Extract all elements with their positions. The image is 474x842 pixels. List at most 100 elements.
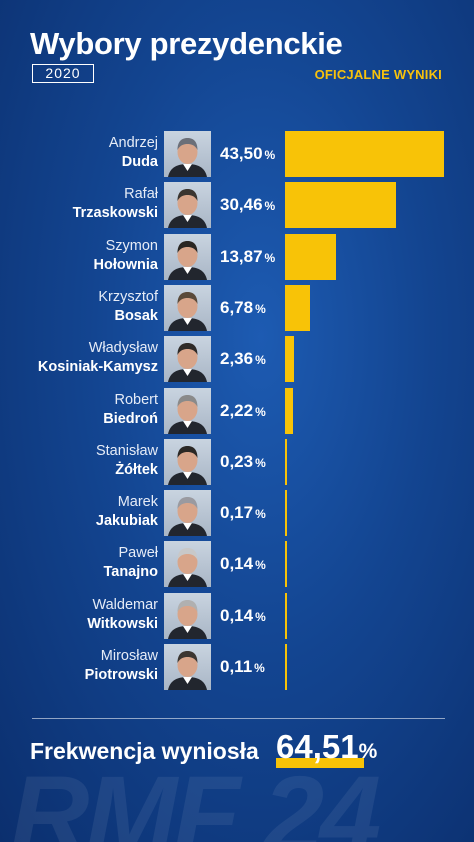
percent-unit: % (255, 609, 266, 624)
candidate-row: Mirosław Piotrowski 0,11% (0, 644, 474, 690)
candidate-last-name: Witkowski (87, 615, 158, 632)
candidate-first-name: Andrzej (108, 135, 158, 151)
candidate-row: Waldemar Witkowski 0,14% (0, 592, 474, 639)
result-bar (285, 233, 336, 280)
candidate-name: Rafał Trzaskowski (73, 185, 158, 223)
result-bar (285, 644, 287, 690)
result-bar (285, 182, 397, 229)
candidate-photo (164, 233, 211, 280)
divider (32, 718, 445, 719)
percent-unit: % (255, 353, 266, 368)
percent-unit: % (255, 404, 266, 419)
candidate-photo (164, 387, 211, 434)
candidate-percent: 0,11% (220, 657, 265, 677)
result-bar (285, 387, 294, 434)
percent-value: 0,14 (220, 554, 254, 574)
year-badge: 2020 (32, 64, 94, 83)
candidate-last-name: Trzaskowski (72, 205, 158, 222)
candidate-last-name: Kosiniak-Kamysz (37, 359, 158, 376)
candidate-row: Paweł Tanajno 0,14% (0, 541, 474, 588)
percent-value: 2,22 (220, 400, 254, 420)
candidate-last-name: Jakubiak (95, 513, 158, 530)
candidate-percent: 13,87% (220, 247, 275, 267)
candidate-row: Andrzej Duda 43,50% (0, 131, 474, 177)
percent-unit: % (255, 301, 266, 316)
candidate-photo (164, 284, 211, 331)
result-bar (285, 131, 444, 177)
percent-value: 2,36 (220, 349, 254, 369)
candidate-percent: 2,36% (220, 349, 266, 369)
result-bar (285, 490, 287, 537)
percent-value: 0,11 (220, 657, 253, 676)
candidate-name: Władysław Kosiniak-Kamysz (38, 339, 158, 377)
candidate-first-name: Krzysztof (98, 288, 158, 305)
candidate-photo (164, 336, 211, 383)
candidate-first-name: Marek (117, 494, 158, 511)
candidate-name: Paweł Tanajno (103, 544, 158, 582)
percent-value: 0,14 (220, 605, 254, 625)
candidate-first-name: Rafał (124, 186, 158, 203)
candidate-name: Robert Biedroń (103, 391, 158, 429)
candidate-first-name: Robert (114, 391, 158, 408)
percent-unit: % (255, 558, 266, 573)
candidate-row: Krzysztof Bosak 6,78% (0, 284, 474, 331)
candidate-last-name: Piotrowski (84, 667, 158, 683)
results-chart: Andrzej Duda 43,50% Rafał Trzaskowski 30,46% S… (0, 131, 474, 690)
result-bar (285, 284, 310, 331)
candidate-photo (164, 490, 211, 537)
candidate-percent: 0,17% (220, 503, 266, 523)
candidate-name: Marek Jakubiak (96, 493, 158, 531)
candidate-percent: 2,22% (220, 401, 266, 421)
turnout-unit: % (358, 740, 378, 763)
candidate-row: Rafał Trzaskowski 30,46% (0, 182, 474, 229)
page-title: Wybory prezydenckie (30, 26, 343, 61)
percent-value: 0,17 (220, 503, 254, 523)
percent-value: 43,50 (220, 144, 263, 163)
candidate-last-name: Hołownia (93, 256, 158, 273)
candidate-last-name: Bosak (114, 307, 158, 324)
percent-unit: % (255, 507, 266, 522)
candidate-photo (164, 182, 211, 229)
percent-value: 13,87 (220, 246, 263, 266)
turnout-value: 64,51% (276, 728, 377, 766)
turnout-number: 64,51 (276, 728, 359, 765)
percent-unit: % (264, 148, 276, 162)
percent-value: 6,78 (220, 297, 254, 317)
candidate-photo (164, 131, 211, 177)
percent-value: 30,46 (220, 195, 263, 215)
candidate-row: Władysław Kosiniak-Kamysz 2,36% (0, 336, 474, 383)
candidate-first-name: Mirosław (100, 648, 158, 664)
turnout-label: Frekwencja wyniosła (30, 738, 259, 764)
candidate-row: Robert Biedroń 2,22% (0, 387, 474, 434)
candidate-row: Marek Jakubiak 0,17% (0, 490, 474, 537)
candidate-first-name: Stanisław (95, 442, 158, 459)
candidate-photo (164, 644, 211, 690)
candidate-name: Andrzej Duda (109, 134, 158, 172)
percent-unit: % (254, 661, 265, 675)
candidate-first-name: Waldemar (92, 596, 158, 613)
percent-unit: % (264, 250, 276, 265)
candidate-first-name: Władysław (88, 340, 158, 357)
result-bar (285, 438, 287, 485)
candidate-percent: 43,50% (220, 144, 275, 164)
candidate-row: Szymon Hołownia 13,87% (0, 233, 474, 280)
candidate-last-name: Tanajno (103, 564, 158, 581)
candidate-last-name: Żółtek (115, 461, 158, 478)
result-bar (285, 592, 287, 639)
candidate-photo (164, 438, 211, 485)
percent-unit: % (255, 455, 266, 470)
candidate-percent: 0,14% (220, 606, 266, 626)
candidate-percent: 6,78% (220, 298, 266, 318)
candidate-name: Szymon Hołownia (94, 237, 158, 275)
percent-unit: % (264, 199, 276, 214)
candidate-last-name: Duda (121, 154, 158, 170)
turnout-highlight (276, 758, 364, 768)
percent-value: 0,23 (220, 451, 254, 471)
candidate-name: Waldemar Witkowski (87, 596, 158, 634)
candidate-name: Mirosław Piotrowski (85, 647, 158, 685)
result-bar (285, 541, 287, 588)
candidate-photo (164, 592, 211, 639)
candidate-percent: 0,23% (220, 452, 266, 472)
candidate-first-name: Paweł (118, 545, 159, 562)
candidate-first-name: Szymon (105, 237, 158, 254)
